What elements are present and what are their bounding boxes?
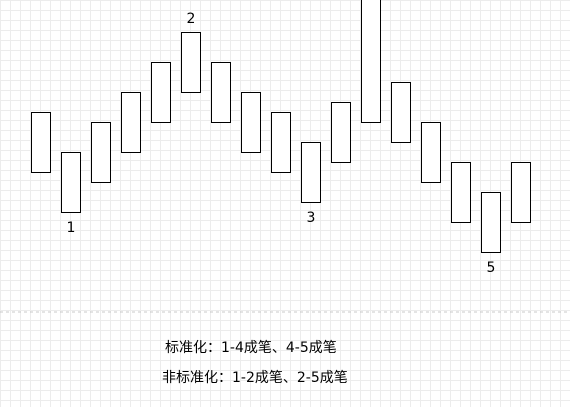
bar-16 (481, 192, 501, 253)
bar-17 (511, 162, 531, 223)
bar-8 (241, 92, 261, 153)
bar-4 (121, 92, 141, 153)
point-label-1: 1 (67, 220, 76, 236)
bar-9 (271, 112, 291, 173)
point-labels-group: 12345 (67, 11, 496, 276)
bar-3 (91, 122, 111, 183)
bar-10 (301, 142, 321, 203)
bar-6 (181, 32, 201, 93)
bar-7 (211, 62, 231, 123)
bar-13 (391, 82, 411, 143)
bar-11 (331, 102, 351, 163)
caption-standard: 标准化：1-4成笔、4-5成笔 (165, 340, 337, 356)
bars-group (31, 0, 531, 253)
point-label-5: 5 (487, 260, 496, 276)
bar-1 (31, 112, 51, 173)
point-label-2: 2 (187, 11, 196, 27)
bar-2 (61, 152, 81, 213)
point-label-3: 3 (307, 210, 316, 226)
bar-5 (151, 62, 171, 123)
bar-14 (421, 122, 441, 183)
caption-nonstandard: 非标准化：1-2成笔、2-5成笔 (162, 370, 348, 386)
bar-15 (451, 162, 471, 223)
bar-12 (361, 0, 381, 123)
